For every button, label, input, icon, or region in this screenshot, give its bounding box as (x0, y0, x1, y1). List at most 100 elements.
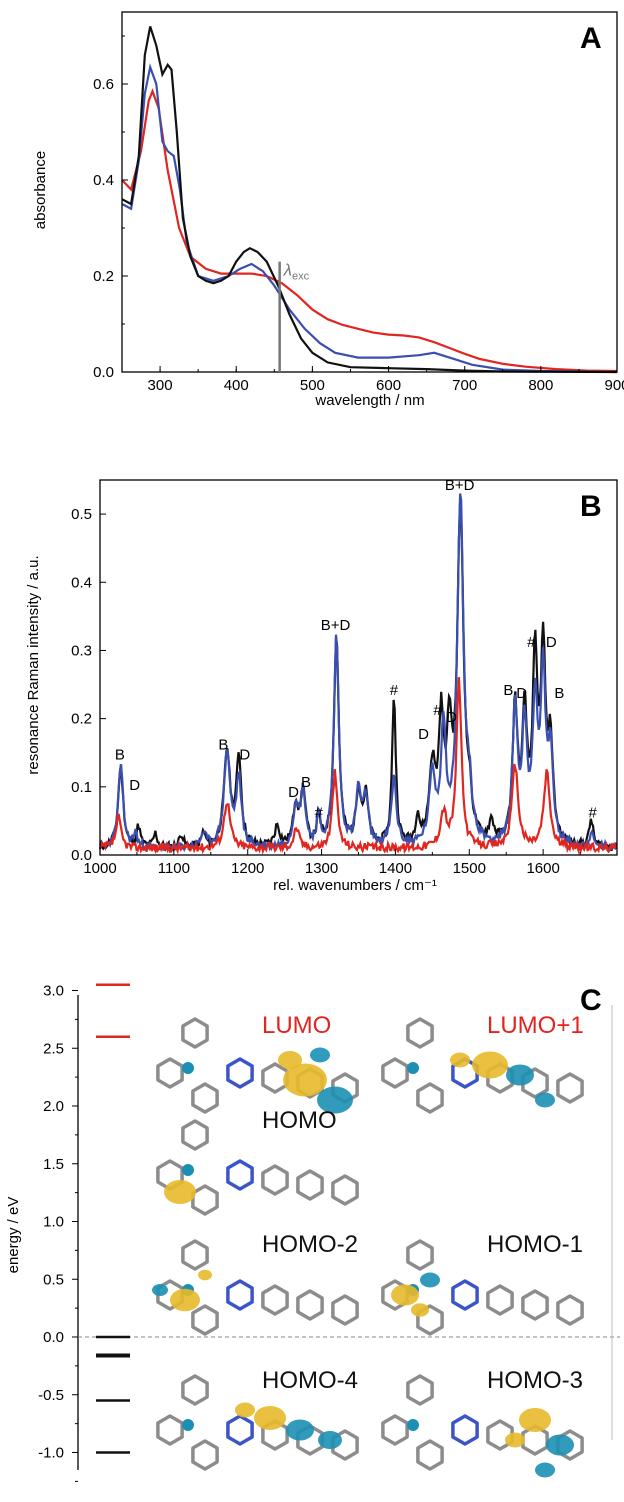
x-tick-label: 500 (300, 377, 325, 394)
absorption-line-red (121, 88, 618, 373)
molecule-ring (556, 1294, 584, 1326)
y-tick-label: 0.2 (71, 711, 92, 728)
orbital-homo-3: HOMO-3 (381, 1367, 584, 1478)
x-tick-label: 700 (452, 377, 477, 394)
molecule-ring (191, 1082, 219, 1114)
peak-label: B+D (321, 617, 351, 634)
molecule-ring (381, 1057, 409, 1089)
molecule-ring (416, 1082, 444, 1114)
orbital-lumo: LUMO (156, 1012, 359, 1114)
peak-label: B (554, 685, 564, 702)
peak-label: # (527, 634, 536, 651)
y-tick-label: 1.0 (43, 1214, 64, 1231)
orbital-lobe (546, 1434, 574, 1456)
molecule-ring (556, 1072, 584, 1104)
metal-center (182, 1164, 194, 1176)
molecule-ring (226, 1159, 254, 1191)
molecule-ring (296, 1289, 324, 1321)
orbital-lobe (519, 1408, 551, 1432)
x-tick-label: 1500 (453, 860, 486, 877)
molecule-ring (226, 1279, 254, 1311)
orbital-lobe (198, 1269, 212, 1281)
x-tick-label: 600 (376, 377, 401, 394)
orbital-homo: HOMO (156, 1107, 359, 1216)
metal-center (407, 1062, 419, 1074)
panel-a-frame (121, 11, 618, 373)
excitation-label: λexc (283, 261, 310, 283)
orbital-label: HOMO-3 (487, 1367, 583, 1394)
y-tick-label: 2.0 (43, 1098, 64, 1115)
orbital-lobe (286, 1419, 314, 1441)
molecule-ring (181, 1119, 209, 1151)
peak-label: B (218, 736, 228, 753)
orbital-images: LUMO LUMO+1 HOMO HOMO-2 HOMO-1 HOMO-4 HOMO-3 (152, 1012, 584, 1478)
orbital-lobe (283, 1063, 327, 1097)
orbital-lobe (235, 1402, 255, 1418)
molecule-ring (406, 1239, 434, 1271)
molecule-ring (331, 1294, 359, 1326)
orbital-lobe (505, 1432, 525, 1448)
y-tick-label: -0.5 (38, 1387, 64, 1404)
y-tick-label: 0.2 (93, 268, 114, 285)
molecule-ring (406, 1374, 434, 1406)
x-tick-label: 1100 (158, 860, 190, 877)
molecule-ring (416, 1439, 444, 1471)
orbital-lobe (535, 1092, 555, 1108)
orbital-homo-4: HOMO-4 (156, 1367, 359, 1471)
panel-c-ylabel: energy / eV (5, 1197, 22, 1274)
molecule-ring (191, 1439, 219, 1471)
orbital-label: HOMO-2 (262, 1231, 358, 1258)
metal-center (182, 1062, 194, 1074)
orbital-homo-2: HOMO-2 (152, 1231, 359, 1336)
peak-label: D (239, 747, 250, 764)
y-tick-label: 3.0 (43, 983, 64, 1000)
molecule-ring (381, 1414, 409, 1446)
molecule-ring (191, 1304, 219, 1336)
y-tick-label: 0.0 (71, 847, 92, 864)
molecule-ring (226, 1057, 254, 1089)
peak-label: B (301, 774, 311, 791)
peak-label: # (314, 805, 323, 822)
orbital-lobe (506, 1064, 534, 1086)
orbital-lobe (152, 1284, 168, 1296)
orbital-lobe (450, 1052, 470, 1068)
raman-line-black (99, 500, 618, 852)
orbital-lobe (254, 1406, 286, 1430)
panel-b-ylabel: resonance Raman intensity / a.u. (25, 555, 42, 774)
panel-c-orbital-diagram: -1.0 -0.5 0.0 0.5 1.0 1.5 2.0 2.5 3.0 energy / e… (5, 983, 620, 1482)
x-tick-label: 1000 (83, 860, 116, 877)
molecule-ring (261, 1164, 289, 1196)
orbital-lobe (535, 1462, 555, 1478)
x-tick-label: 300 (148, 377, 173, 394)
peak-label: D (446, 709, 457, 726)
peak-label: # (588, 805, 597, 822)
orbital-lobe (411, 1303, 429, 1317)
orbital-label: LUMO+1 (487, 1012, 584, 1039)
molecule-ring (181, 1017, 209, 1049)
molecule-ring (191, 1184, 219, 1216)
orbital-lobe (317, 1086, 353, 1114)
molecule-ring (451, 1414, 479, 1446)
molecule-ring (486, 1284, 514, 1316)
orbital-homo-1: HOMO-1 (381, 1231, 584, 1336)
peak-label: # (433, 702, 442, 719)
panel-a-letter: A (580, 22, 602, 55)
panel-b-frame (99, 479, 618, 856)
peak-label: B+D (445, 477, 475, 494)
orbital-label: LUMO (262, 1012, 331, 1039)
peak-label: D (129, 777, 140, 794)
y-tick-label: -1.0 (38, 1445, 64, 1462)
peak-label: D (418, 726, 429, 743)
y-tick-label: 0.6 (93, 76, 114, 93)
panel-a-series (121, 26, 618, 374)
peak-label: # (390, 682, 399, 699)
y-tick-label: 1.5 (43, 1156, 64, 1173)
molecule-ring (486, 1419, 514, 1451)
orbital-lobe (472, 1051, 508, 1079)
panel-b-letter: B (580, 490, 602, 523)
energy-levels (96, 983, 130, 1454)
absorption-line-black (121, 26, 618, 374)
x-tick-label: 1300 (305, 860, 338, 877)
raman-line-red (99, 677, 618, 855)
